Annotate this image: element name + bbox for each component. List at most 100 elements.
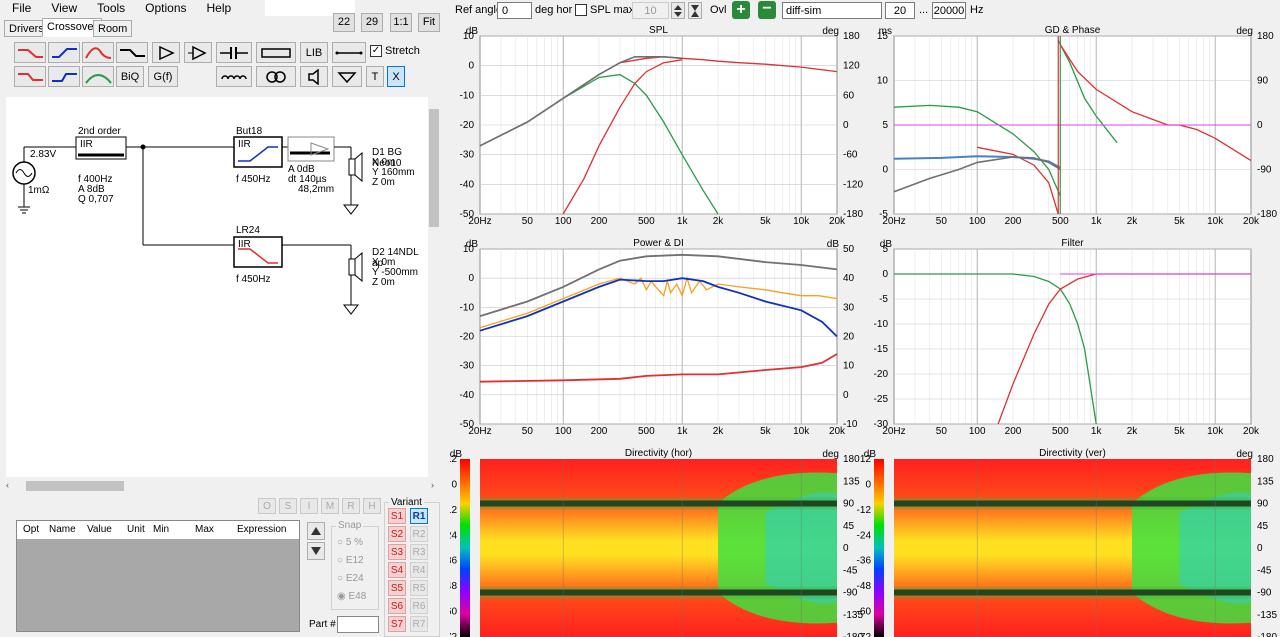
lib-button[interactable]: LIB [300,42,328,63]
dir-hor-graph-deg-tick: 90 [843,499,855,510]
snap-option-e12[interactable]: ○ E12 [337,555,364,566]
schematic-hscroll[interactable]: ‹ › [6,480,440,492]
spl-max-checkbox[interactable] [575,4,587,16]
filter-graph-xtick: 100 [969,426,986,437]
freq-low-input[interactable] [885,2,915,19]
schematic-vscroll[interactable] [428,97,440,477]
menu-file[interactable]: File [12,1,32,15]
inductor-button[interactable] [216,66,252,87]
power-graph-title: Power & DI [633,238,684,249]
transformer-button[interactable] [256,66,296,87]
opt-m-button[interactable]: M [321,498,339,514]
amplifier-button[interactable] [152,42,180,63]
opt-h-button[interactable]: H [363,498,381,514]
variant-r1-button[interactable]: R1 [410,508,428,524]
variant-r6-button[interactable]: R6 [410,598,428,614]
t-button[interactable]: T [366,66,384,87]
freq-high-input[interactable] [932,2,966,19]
variant-r3-button[interactable]: R3 [410,544,428,560]
zoom-fit-button[interactable]: Fit [418,13,440,32]
power-graph-right-unit: dB [827,239,840,250]
part-input[interactable] [337,616,379,633]
variant-s2-button[interactable]: S2 [388,526,406,542]
opt-i-button[interactable]: I [300,498,318,514]
move-down-button[interactable] [307,542,325,560]
schematic-canvas[interactable]: 2.83V 1mΩ 2nd order IIR f 400Hz A 8dB Q … [6,97,428,477]
hscroll-right-icon[interactable]: › [431,480,434,490]
lowpass-blue-icon [52,47,77,58]
biq-button[interactable]: BiQ [116,66,144,87]
bandpass-red-button[interactable] [82,42,114,63]
spl-graph-ytick: -10 [460,90,475,101]
param-table[interactable]: Opt Name Value Unit Min Max Expression [16,520,300,632]
hscroll-thumb[interactable] [26,481,124,491]
dir-hor-graph-null-halo [480,497,837,510]
opt-r-button[interactable]: R [342,498,360,514]
dir-ver-graph-scale-tick: -36 [857,556,872,567]
spl-graph-rtick: 60 [843,90,855,101]
variant-r2-button[interactable]: R2 [410,526,428,542]
opt-o-button[interactable]: O [258,498,276,514]
zoom-29-button[interactable]: 29 [361,13,383,32]
variant-s3-button[interactable]: S3 [388,544,406,560]
variant-r4-button[interactable]: R4 [410,562,428,578]
opt-s-button[interactable]: S [279,498,297,514]
variant-r5-button[interactable]: R5 [410,580,428,596]
speaker-button[interactable] [300,66,328,87]
snap-option-e24[interactable]: ○ E24 [337,573,364,584]
menu-tools[interactable]: Tools [97,1,126,15]
filter-graph-plot[interactable] [893,248,1252,425]
spl-fit-button[interactable] [688,2,702,19]
variant-s5-button[interactable]: S5 [388,580,406,596]
snap-option-5pct[interactable]: ○ 5 % [337,537,364,548]
move-up-button[interactable] [307,522,325,540]
spl-gray-curve [479,56,683,147]
snap-option-e48[interactable]: ◉ E48 [337,591,367,602]
hscroll-left-icon[interactable]: ‹ [6,480,9,490]
tab-drivers[interactable]: Drivers [4,20,49,37]
lowpass-blue2-button[interactable] [48,66,80,87]
variant-s4-button[interactable]: S4 [388,562,406,578]
resistor-button[interactable] [256,42,296,63]
tab-crossover[interactable]: Crossover [42,18,103,37]
delay-mm: 48,2mm [298,184,335,195]
dir-hor-graph-deg-tick: 180 [843,454,860,465]
snap-e48-label: E48 [348,591,367,602]
spl-spin-button[interactable] [671,2,685,19]
variant-r7-button[interactable]: R7 [410,616,428,632]
spl-max-input[interactable] [632,2,669,19]
dir-hor-graph-deg-tick: -135 [843,610,863,621]
snap-group: Snap ○ 5 % ○ E12 ○ E24 ◉ E48 [331,520,379,610]
overlay-name-input[interactable] [782,2,882,19]
ground-button[interactable] [332,66,362,87]
menu-help[interactable]: Help [206,1,232,15]
wire-icon [335,51,363,54]
dir-hor-graph-scale-tick: -24 [450,530,457,541]
vscroll-thumb[interactable] [429,109,439,227]
menu-options[interactable]: Options [145,1,187,15]
bandpass-green-button[interactable] [82,66,114,87]
tab-room[interactable]: Room [93,20,133,37]
x-button[interactable]: X [387,66,405,87]
gf-button[interactable]: G(f) [148,66,178,87]
buffer-button[interactable] [184,42,212,63]
stretch-checkbox[interactable]: ✓ [370,45,382,57]
variant-s1-button[interactable]: S1 [388,508,406,524]
highpass-red-button[interactable] [14,42,46,63]
remove-overlay-button[interactable]: − [758,1,776,19]
zoom-22-button[interactable]: 22 [333,13,355,32]
lowpass-blue-button[interactable] [48,42,80,63]
dir-ver-graph-scale-tick: 12 [860,454,872,465]
add-overlay-button[interactable]: + [732,1,750,19]
variant-s7-button[interactable]: S7 [388,616,406,632]
highpass-red2-button[interactable] [14,66,46,87]
filter-graph-ytick: -5 [879,294,888,305]
zoom-1-1-button[interactable]: 1:1 [390,13,412,32]
shelf-button[interactable] [116,42,148,63]
menu-view[interactable]: View [51,1,78,15]
variant-s6-button[interactable]: S6 [388,598,406,614]
ref-angle-input[interactable] [497,2,532,19]
capacitor-button[interactable] [216,42,252,63]
wire-button[interactable] [332,42,366,63]
graphs-area[interactable]: 100-10-20-30-40-50180120600-60-120-18020… [450,22,1280,637]
